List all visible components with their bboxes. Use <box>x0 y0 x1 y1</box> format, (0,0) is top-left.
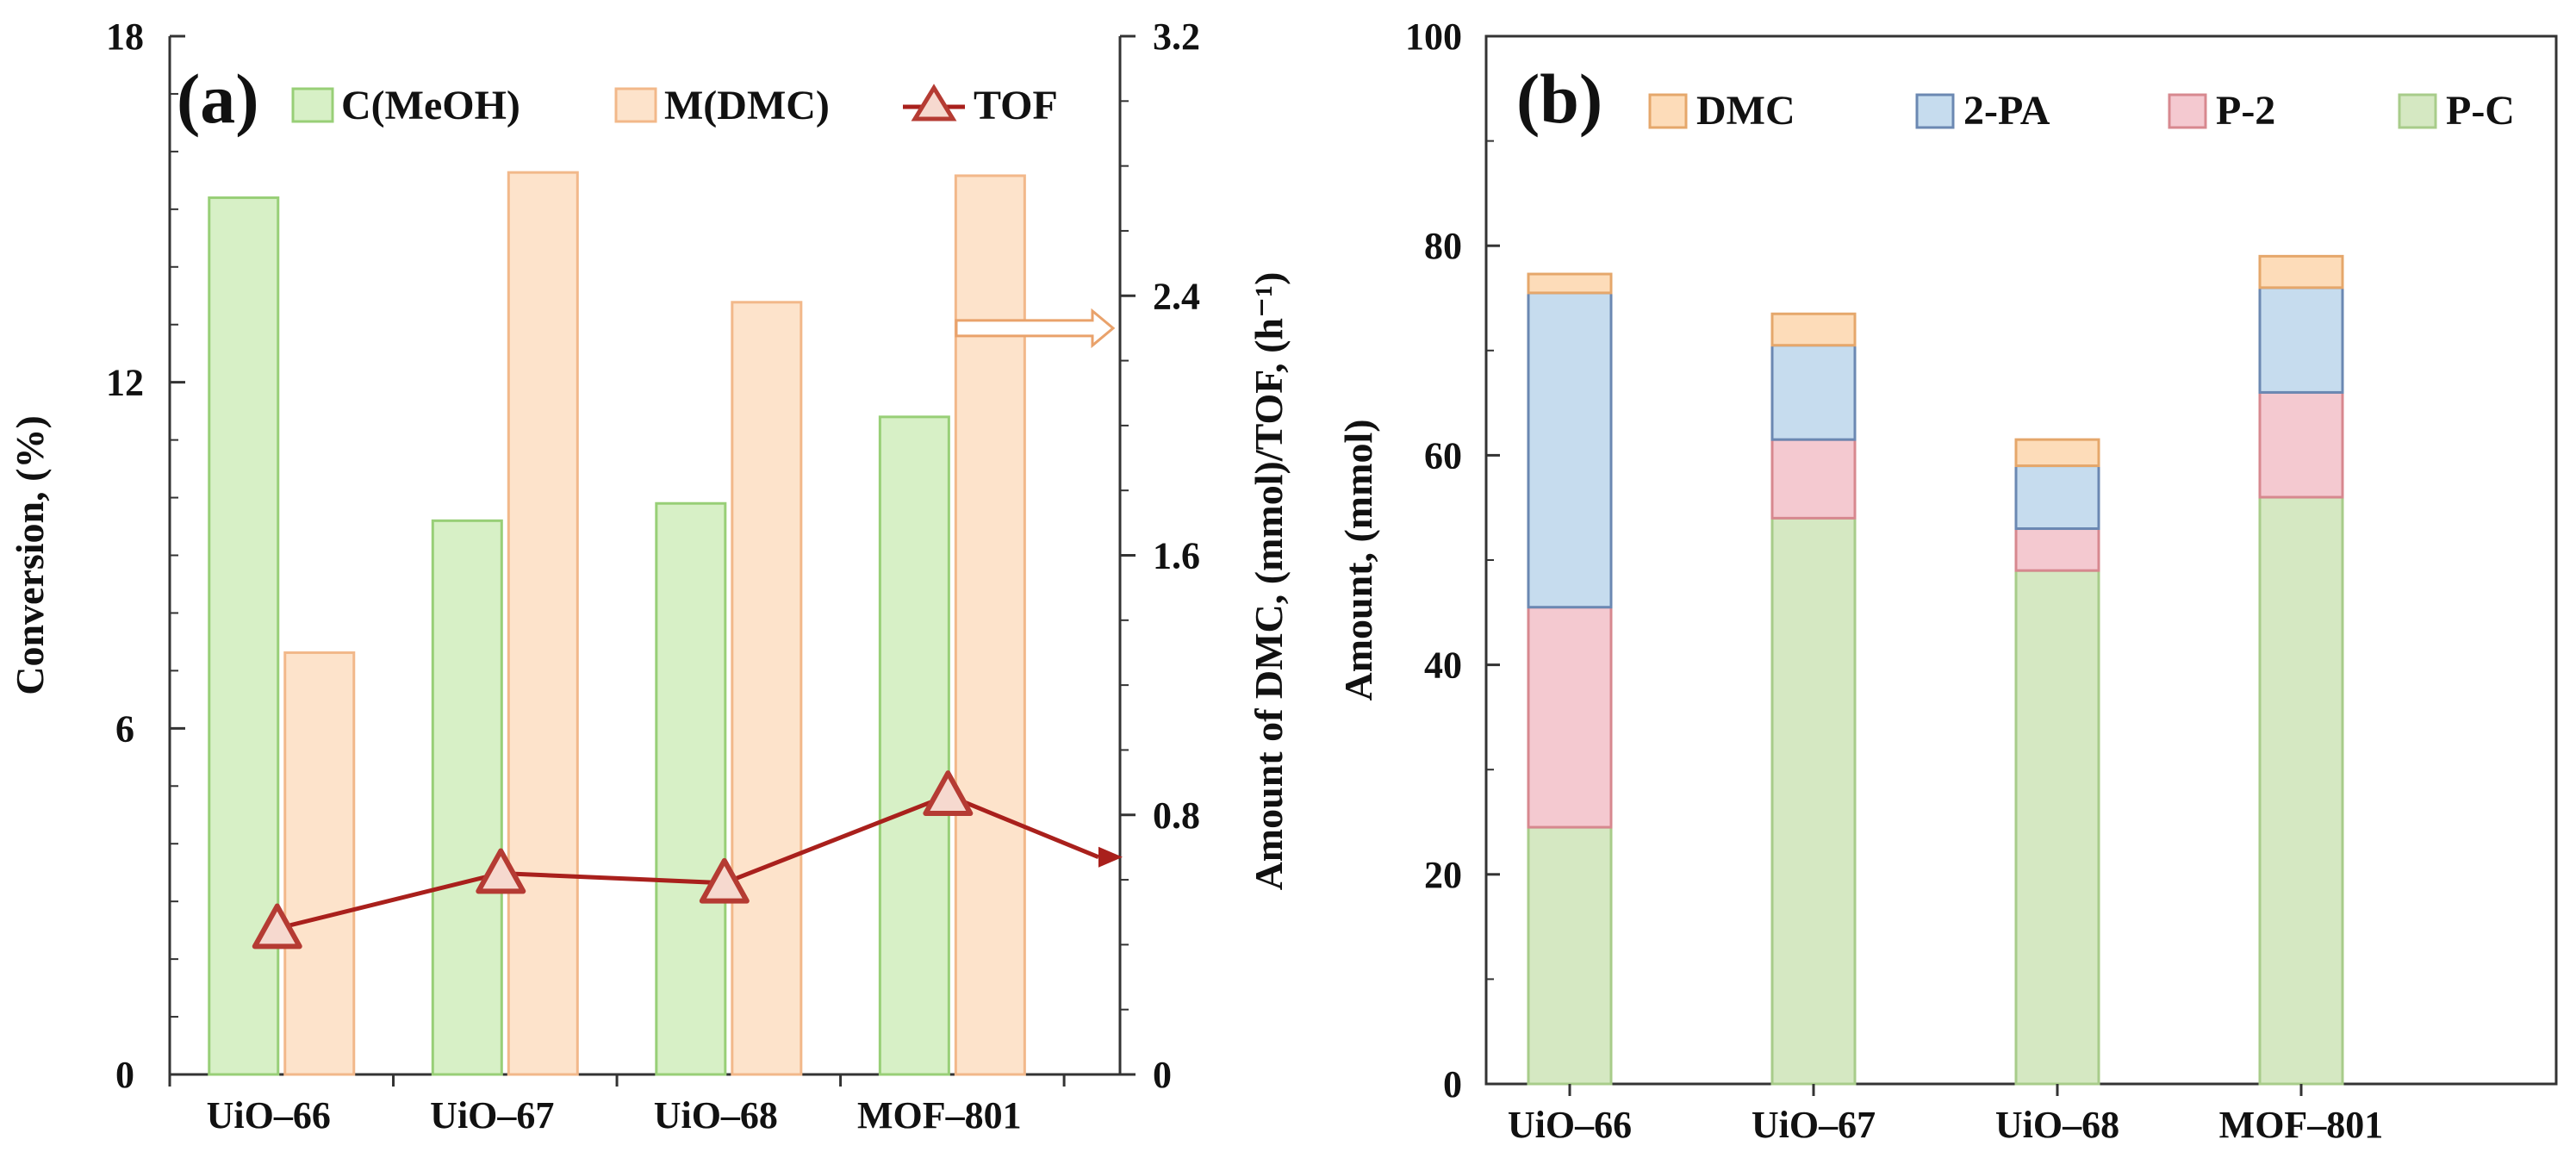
x-tick-label-b: MOF–801 <box>2219 1104 2384 1146</box>
y-tick-label-b: 100 <box>1405 16 1462 58</box>
legend-label-b-2-pa: 2-PA <box>1963 88 2050 134</box>
bar-p-c-2 <box>2014 569 2100 1086</box>
right-tick-label-a: 3.2 <box>1153 16 1200 58</box>
x-tick-label-b: UiO–67 <box>1752 1104 1876 1146</box>
bar-mdmc-1 <box>507 171 579 1076</box>
bar-dmc-0 <box>1527 272 1613 295</box>
x-tick-label-a: UiO–66 <box>207 1094 331 1136</box>
left-tick-label-a: 12 <box>106 362 144 404</box>
bar-p-2-1 <box>1770 438 1857 520</box>
bar-dmc-3 <box>2258 254 2344 290</box>
bar-p-2-0 <box>1527 606 1613 829</box>
tof-point-0 <box>252 903 302 950</box>
legend-tof-marker <box>911 84 957 121</box>
tof-point-2 <box>699 857 750 904</box>
y-label-b: Amount, (mmol) <box>1336 419 1380 701</box>
left-tick-label-a: 6 <box>115 707 134 750</box>
y-tick-label-b: 40 <box>1424 644 1462 687</box>
bar-mdmc-0 <box>283 651 356 1076</box>
bar-2-pa-2 <box>2014 464 2100 531</box>
tof-point-3 <box>923 770 974 816</box>
bar-p-2-3 <box>2258 390 2344 499</box>
bar-cmeoh-2 <box>655 501 727 1076</box>
y-tick-label-b: 80 <box>1424 225 1462 267</box>
legend-swatch-0 <box>291 87 334 123</box>
legend-swatch-1 <box>614 87 657 123</box>
legend-label-b-p-2: P-2 <box>2216 88 2275 134</box>
right-tick-label-a: 0.8 <box>1153 794 1200 837</box>
bar-p-c-0 <box>1527 825 1613 1086</box>
tof-arrow-icon <box>1098 846 1123 868</box>
panel-label-a: (a) <box>177 59 259 138</box>
legend-label-a-0: C(MeOH) <box>341 83 520 128</box>
bar-mdmc-3 <box>954 174 1026 1076</box>
y-tick-label-b: 20 <box>1424 854 1462 896</box>
bar-2-pa-0 <box>1527 291 1613 609</box>
x-tick-label-a: UiO–68 <box>654 1094 778 1136</box>
bar-p-c-1 <box>1770 516 1857 1086</box>
y-tick-label-b: 60 <box>1424 434 1462 476</box>
left-tick-label-a: 0 <box>115 1054 134 1096</box>
right-tick-label-a: 1.6 <box>1153 535 1200 577</box>
legend-label-a-1: M(DMC) <box>664 83 830 128</box>
orange-arrow-icon <box>955 308 1116 349</box>
bar-dmc-1 <box>1770 312 1857 347</box>
bar-p-c-3 <box>2258 495 2344 1086</box>
legend-label-b-dmc: DMC <box>1696 88 1795 134</box>
y-tick-label-b: 0 <box>1443 1063 1462 1105</box>
legend-swatch-b-2-pa <box>1915 93 1955 129</box>
bar-cmeoh-3 <box>878 415 950 1076</box>
x-tick-label-a: MOF–801 <box>857 1094 1022 1136</box>
y-label-left-a: Conversion, (%) <box>8 415 52 695</box>
right-tick-label-a: 2.4 <box>1153 275 1200 317</box>
left-tick-label-a: 18 <box>106 16 144 58</box>
x-tick-label-b: UiO–66 <box>1508 1104 1632 1146</box>
legend-label-a-tof: TOF <box>974 83 1058 128</box>
legend-swatch-b-p-2 <box>2168 93 2207 129</box>
bar-2-pa-3 <box>2258 286 2344 394</box>
x-tick-label-b: UiO–68 <box>1995 1104 2119 1146</box>
y-label-right-a: Amount of DMC, (mmol)/TOF, (h⁻¹) <box>1247 272 1291 891</box>
legend-swatch-b-dmc <box>1648 93 1688 129</box>
bar-cmeoh-1 <box>431 519 503 1076</box>
bar-2-pa-1 <box>1770 344 1857 441</box>
x-tick-label-a: UiO–67 <box>430 1094 554 1136</box>
legend-label-b-p-c: P-C <box>2446 88 2515 134</box>
panel-label-b: (b) <box>1516 59 1602 138</box>
tof-point-1 <box>476 848 526 894</box>
legend-swatch-b-p-c <box>2398 93 2437 129</box>
bar-p-2-2 <box>2014 527 2100 572</box>
bar-dmc-2 <box>2014 438 2100 468</box>
right-tick-label-a: 0 <box>1153 1054 1172 1096</box>
bar-mdmc-2 <box>731 301 803 1076</box>
